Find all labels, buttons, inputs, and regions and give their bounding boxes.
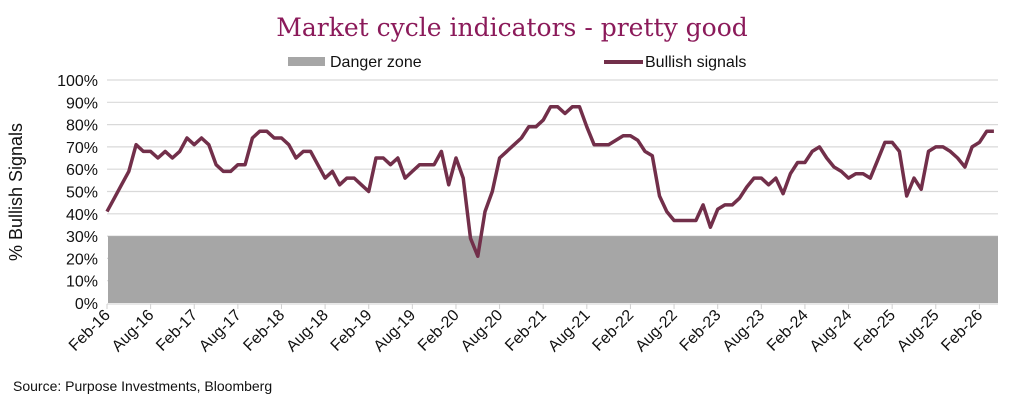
source-note: Source: Purpose Investments, Bloomberg bbox=[13, 378, 273, 394]
y-tick-label: 40% bbox=[66, 207, 98, 224]
x-tick-label: Aug-16 bbox=[109, 307, 158, 356]
x-tick-label: Aug-17 bbox=[196, 307, 245, 356]
y-axis-label: % Bullish Signals bbox=[6, 123, 26, 261]
bullish-signals-line bbox=[105, 105, 994, 258]
x-tick-label: Feb-23 bbox=[677, 307, 725, 355]
y-tick-label: 60% bbox=[66, 162, 98, 179]
x-tick-label: Aug-24 bbox=[807, 307, 856, 356]
x-tick-label: Aug-18 bbox=[283, 307, 332, 356]
y-ticks: 0% 10% 20% 30% 40% 50% 60% 70% 80% 90% 100% bbox=[57, 73, 98, 313]
legend-label-danger-zone: Danger zone bbox=[330, 54, 422, 71]
y-tick-label: 80% bbox=[66, 118, 98, 135]
y-tick-label: 30% bbox=[66, 229, 98, 246]
x-tick-label: Feb-21 bbox=[502, 307, 550, 355]
x-tick-label: Feb-18 bbox=[240, 307, 288, 355]
x-tick-label: Feb-26 bbox=[938, 307, 986, 355]
y-tick-label: 50% bbox=[66, 185, 98, 202]
y-tick-label: 20% bbox=[66, 251, 98, 268]
y-tick-label: 100% bbox=[57, 73, 98, 90]
x-tick-label: Aug-21 bbox=[545, 307, 594, 356]
legend: Danger zone Bullish signals bbox=[288, 54, 746, 71]
x-tick-label: Feb-22 bbox=[589, 307, 637, 355]
legend-swatch-danger-zone bbox=[288, 57, 325, 66]
x-tick-label: Feb-20 bbox=[415, 307, 463, 355]
legend-label-bullish-signals: Bullish signals bbox=[645, 54, 746, 71]
x-tick-label: Feb-16 bbox=[66, 307, 114, 355]
x-tick-label: Aug-23 bbox=[720, 307, 769, 356]
x-tick-label: Feb-17 bbox=[153, 307, 201, 355]
x-tick-label: Aug-22 bbox=[632, 307, 681, 356]
y-tick-label: 0% bbox=[75, 296, 98, 313]
x-tick-label: Feb-19 bbox=[328, 307, 376, 355]
y-tick-label: 90% bbox=[66, 95, 98, 112]
x-tick-label: Aug-25 bbox=[894, 307, 943, 356]
x-tick-label: Feb-25 bbox=[851, 307, 899, 355]
y-tick-label: 10% bbox=[66, 274, 98, 291]
chart-title: Market cycle indicators - pretty good bbox=[276, 13, 748, 42]
x-tick-label: Aug-20 bbox=[458, 307, 507, 356]
danger-zone-area bbox=[108, 236, 998, 303]
x-tick-label: Feb-24 bbox=[764, 307, 812, 355]
x-tick-label: Aug-19 bbox=[371, 307, 420, 356]
x-ticks: Feb-16Aug-16Feb-17Aug-17Feb-18Aug-18Feb-… bbox=[66, 304, 986, 355]
y-tick-label: 70% bbox=[66, 140, 98, 157]
